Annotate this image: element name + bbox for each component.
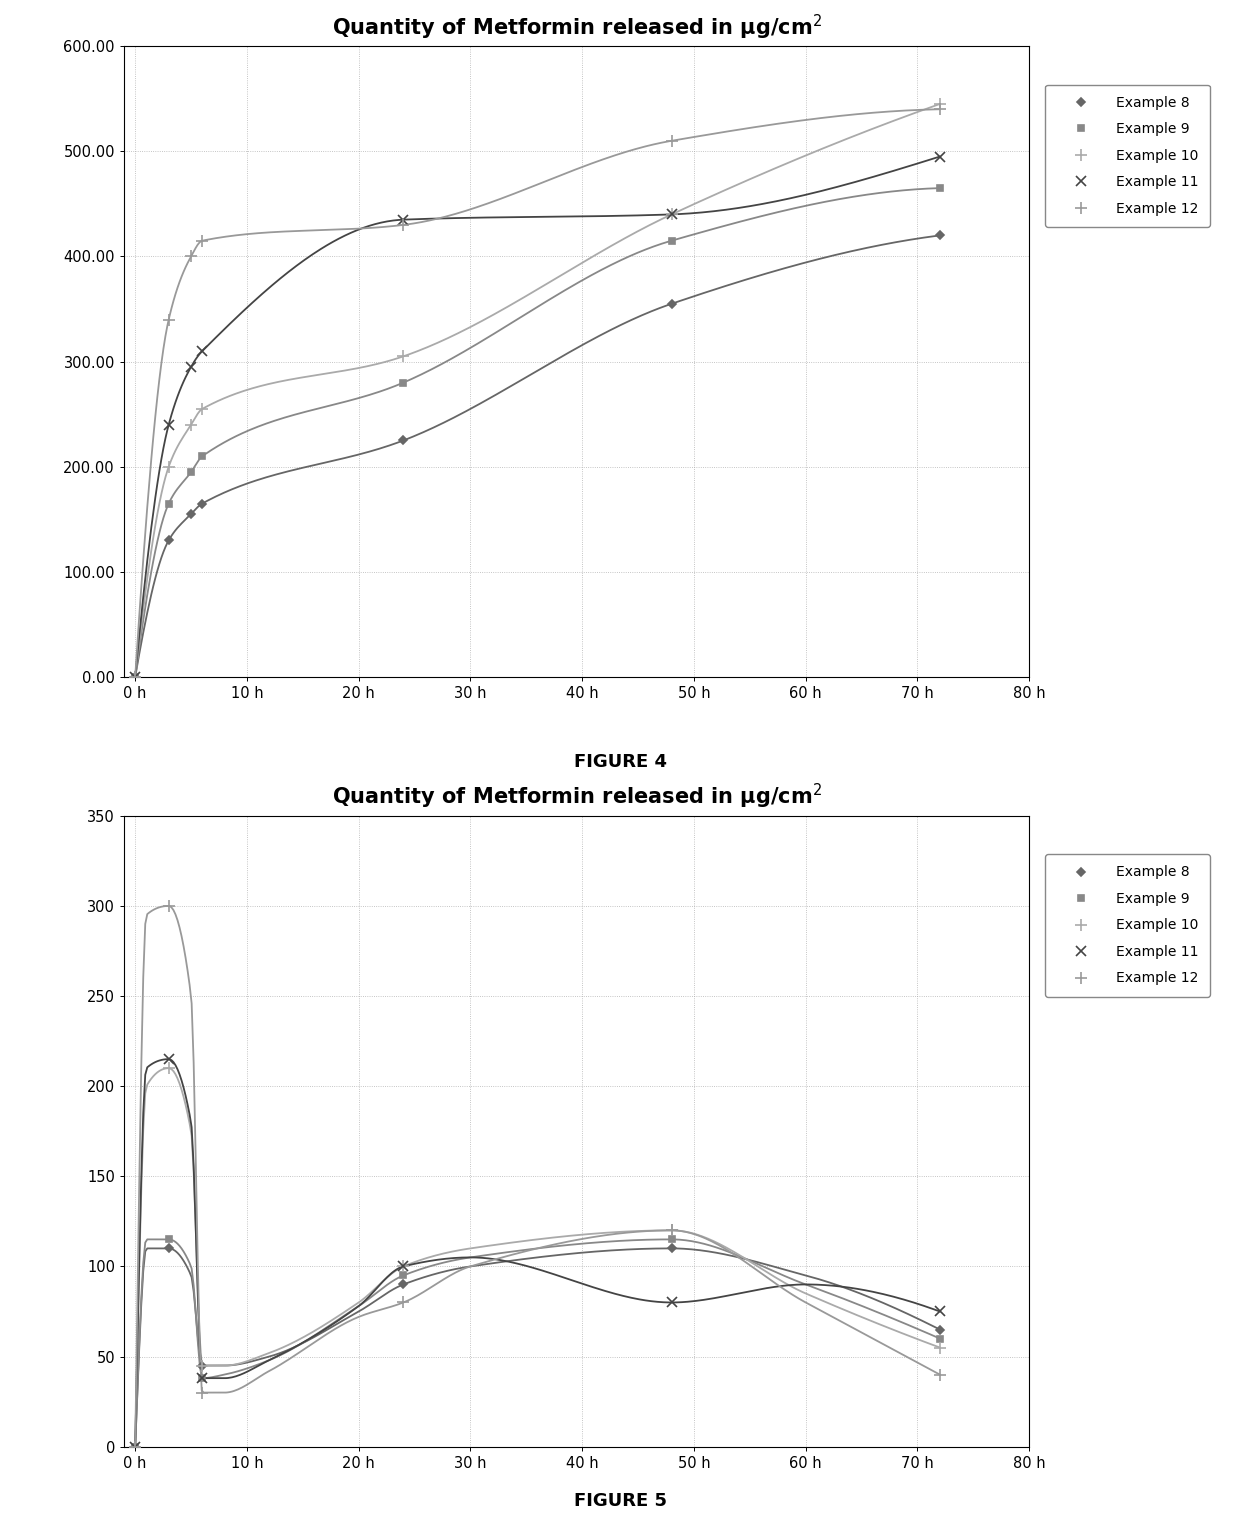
Example 8: [396, 431, 410, 449]
Example 11: [195, 1368, 210, 1387]
Line: Example 12: Example 12: [130, 103, 945, 683]
Line: Example 10: Example 10: [130, 1062, 945, 1453]
Text: FIGURE 5: FIGURE 5: [573, 1491, 667, 1510]
Example 8: [932, 1320, 947, 1339]
Example 8: [396, 1276, 410, 1294]
Legend: Example 8, Example 9, Example 10, Example 11, Example 12: Example 8, Example 9, Example 10, Exampl…: [1045, 85, 1210, 226]
Example 12: [932, 100, 947, 119]
Example 10: [932, 95, 947, 114]
Example 9: [184, 463, 198, 482]
Example 12: [396, 1293, 410, 1311]
Example 11: [128, 668, 143, 686]
Example 8: [195, 494, 210, 512]
Example 10: [161, 1059, 176, 1077]
Line: Example 9: Example 9: [133, 1237, 942, 1450]
Example 12: [665, 1220, 680, 1239]
Example 11: [161, 1050, 176, 1068]
Example 9: [128, 1437, 143, 1456]
Example 11: [396, 211, 410, 229]
Example 12: [161, 311, 176, 329]
Example 12: [932, 1365, 947, 1384]
Example 12: [128, 1437, 143, 1456]
Example 12: [195, 231, 210, 249]
Example 10: [932, 1339, 947, 1357]
Line: Example 9: Example 9: [133, 185, 942, 680]
Example 10: [665, 205, 680, 223]
Example 9: [161, 494, 176, 512]
Example 8: [665, 294, 680, 312]
Example 8: [161, 531, 176, 549]
Line: Example 8: Example 8: [133, 232, 942, 680]
Example 9: [161, 1230, 176, 1248]
Example 9: [195, 446, 210, 465]
Example 12: [128, 668, 143, 686]
Example 11: [932, 148, 947, 166]
Example 10: [128, 668, 143, 686]
Line: Example 11: Example 11: [130, 152, 945, 682]
Example 9: [396, 1267, 410, 1285]
Example 10: [161, 457, 176, 476]
Line: Example 8: Example 8: [133, 1245, 942, 1450]
Title: Quantity of Metformin released in μg/cm$^2$: Quantity of Metformin released in μg/cm$…: [331, 782, 822, 811]
Example 9: [665, 1230, 680, 1248]
Example 11: [128, 1437, 143, 1456]
Example 8: [161, 1239, 176, 1257]
Example 10: [195, 1356, 210, 1374]
Example 10: [396, 348, 410, 366]
Example 10: [195, 400, 210, 419]
Line: Example 10: Example 10: [130, 98, 945, 683]
Example 10: [184, 416, 198, 434]
Example 8: [665, 1239, 680, 1257]
Example 11: [665, 205, 680, 223]
Title: Quantity of Metformin released in μg/cm$^2$: Quantity of Metformin released in μg/cm$…: [331, 12, 822, 42]
Example 11: [184, 357, 198, 376]
Example 9: [396, 374, 410, 392]
Example 8: [184, 505, 198, 523]
Example 8: [195, 1356, 210, 1374]
Example 8: [128, 668, 143, 686]
Legend: Example 8, Example 9, Example 10, Example 11, Example 12: Example 8, Example 9, Example 10, Exampl…: [1045, 854, 1210, 997]
Example 11: [396, 1257, 410, 1276]
Example 11: [195, 342, 210, 360]
Example 9: [932, 179, 947, 197]
Example 12: [184, 248, 198, 266]
Line: Example 11: Example 11: [130, 1054, 945, 1451]
Example 11: [161, 416, 176, 434]
Example 11: [932, 1302, 947, 1320]
Example 10: [665, 1220, 680, 1239]
Example 11: [665, 1293, 680, 1311]
Example 9: [128, 668, 143, 686]
Text: FIGURE 4: FIGURE 4: [573, 753, 667, 771]
Example 12: [161, 897, 176, 916]
Example 12: [665, 131, 680, 149]
Example 9: [932, 1330, 947, 1348]
Example 12: [195, 1384, 210, 1402]
Example 10: [396, 1257, 410, 1276]
Example 10: [128, 1437, 143, 1456]
Example 12: [396, 215, 410, 234]
Example 8: [128, 1437, 143, 1456]
Example 9: [195, 1368, 210, 1387]
Line: Example 12: Example 12: [130, 900, 945, 1453]
Example 8: [932, 226, 947, 245]
Example 9: [665, 231, 680, 249]
